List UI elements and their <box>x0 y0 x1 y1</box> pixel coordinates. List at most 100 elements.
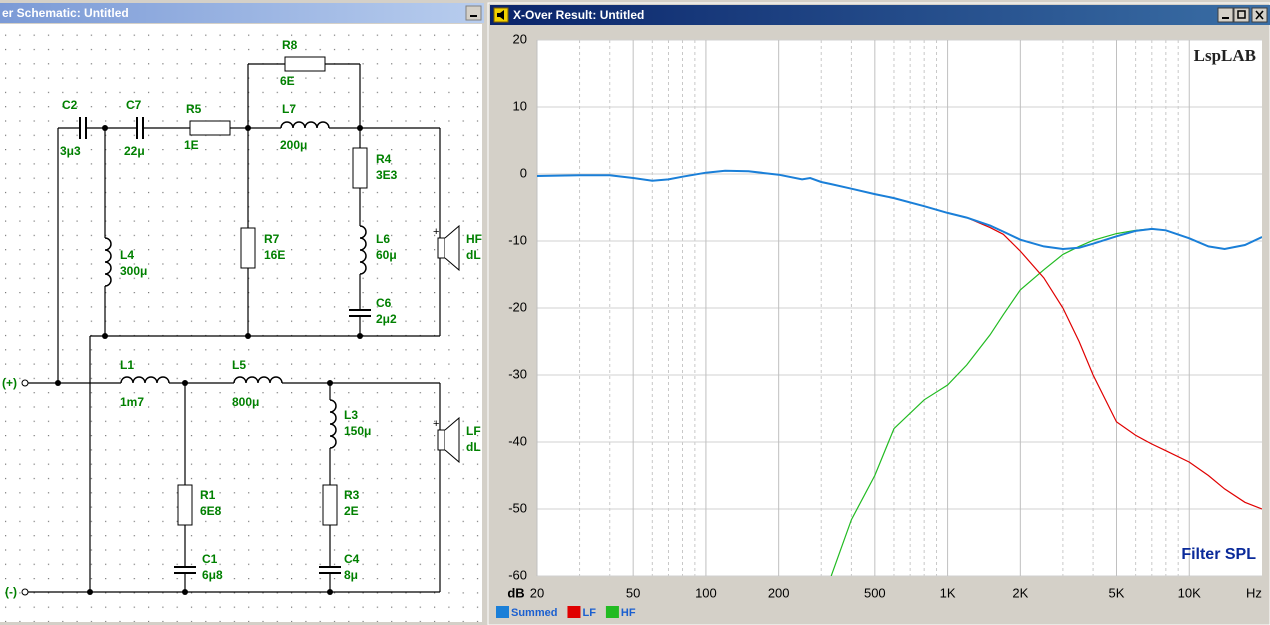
junction <box>245 333 251 339</box>
resistor <box>189 120 231 136</box>
junction <box>55 380 61 386</box>
component-name: R7 <box>264 232 280 246</box>
gap <box>234 375 282 384</box>
gap <box>322 566 338 574</box>
x-tick-label: 20 <box>530 585 544 600</box>
component-name: R1 <box>200 488 216 502</box>
terminal-label: (-) <box>5 585 17 599</box>
component-value: 200μ <box>280 138 307 152</box>
gap <box>352 309 368 317</box>
x-tick-label: 2K <box>1012 585 1028 600</box>
component-value: 6μ8 <box>202 568 223 582</box>
y-tick-label: -30 <box>508 366 527 381</box>
minimize-button[interactable] <box>1217 7 1234 23</box>
speaker-icon <box>497 10 504 20</box>
maximize-icon <box>1237 10 1246 19</box>
component-name: LF <box>466 424 481 438</box>
x-unit: Hz <box>1246 585 1262 600</box>
series-layer <box>537 169 1262 576</box>
junction <box>102 333 108 339</box>
component-value: dL <box>466 440 481 454</box>
gap <box>329 400 338 448</box>
minimize-button[interactable] <box>465 5 482 21</box>
component-name: C6 <box>376 296 392 310</box>
inductor <box>280 121 330 129</box>
terminal-label: (+) <box>2 376 17 390</box>
component-value: dL <box>466 248 481 262</box>
polarity-label: + <box>433 226 439 238</box>
junction <box>357 125 363 131</box>
schematic-title: er Schematic: Untitled <box>2 6 129 20</box>
y-tick-label: -10 <box>508 232 527 247</box>
gap <box>281 120 329 129</box>
series-line <box>537 169 1262 251</box>
speaker-cone <box>444 416 460 464</box>
gap <box>104 238 113 286</box>
x-tick-label: 10K <box>1178 585 1201 600</box>
component-value: 800μ <box>232 395 259 409</box>
speaker-cone <box>444 224 460 272</box>
gap <box>177 566 193 574</box>
x-tick-label: 50 <box>626 585 640 600</box>
junction <box>87 589 93 595</box>
y-tick-label: -40 <box>508 433 527 448</box>
component-value: 2μ2 <box>376 312 397 326</box>
component-value: 300μ <box>120 264 147 278</box>
component-value: 3μ3 <box>60 144 81 158</box>
inductor <box>104 237 112 287</box>
component-name: C1 <box>202 552 218 566</box>
inductor <box>233 376 283 384</box>
component-name: L5 <box>232 358 246 372</box>
resistor <box>284 56 326 72</box>
schematic: (+) (-) C2 3μ3 C7 22μ R5 1E R8 6E L7 200μ R4 3E3 R7 16E… <box>2 38 482 599</box>
component-value: 150μ <box>344 424 371 438</box>
resistor <box>240 227 256 269</box>
schematic-grid <box>0 24 482 622</box>
y-unit: dB <box>507 585 524 600</box>
component-value: 2E <box>344 504 359 518</box>
resistor <box>322 484 338 526</box>
component-name: R3 <box>344 488 360 502</box>
component-name: C4 <box>344 552 360 566</box>
legend-label: LF <box>582 607 596 619</box>
junction <box>182 589 188 595</box>
close-icon <box>1255 10 1264 20</box>
component-name: L1 <box>120 358 134 372</box>
x-tick-label: 1K <box>940 585 956 600</box>
terminal <box>21 588 29 596</box>
y-tick-label: 20 <box>513 31 527 46</box>
speaker <box>437 429 446 451</box>
result-title-bar <box>490 5 1270 25</box>
inductor <box>120 376 170 384</box>
legend-swatch <box>605 606 619 618</box>
junction <box>245 125 251 131</box>
x-tick-label: 5K <box>1109 585 1125 600</box>
y-tick-label: -60 <box>508 567 527 582</box>
polarity-label: + <box>433 418 439 430</box>
resistor <box>177 484 193 526</box>
legend-label: Summed <box>511 607 557 619</box>
gap <box>359 226 368 274</box>
schematic-title-bar <box>0 3 484 23</box>
component-value: 6E <box>280 74 295 88</box>
component-name: L4 <box>120 248 134 262</box>
component-name: L7 <box>282 102 296 116</box>
component-value: 3E3 <box>376 168 398 182</box>
gap <box>136 120 144 136</box>
x-tick-label: 100 <box>695 585 717 600</box>
inductor <box>359 225 367 275</box>
component-value: 6E8 <box>200 504 222 518</box>
junction <box>327 380 333 386</box>
legend-swatch <box>567 606 581 618</box>
component-name: R8 <box>282 38 298 52</box>
component-name: L3 <box>344 408 358 422</box>
component-value: 8μ <box>344 568 358 582</box>
component-value: 1m7 <box>120 395 144 409</box>
component-name: HF <box>466 232 482 246</box>
legend-swatch <box>496 606 509 618</box>
maximize-button[interactable] <box>1233 7 1250 23</box>
y-tick-label: 10 <box>513 98 527 113</box>
terminal <box>21 379 29 387</box>
